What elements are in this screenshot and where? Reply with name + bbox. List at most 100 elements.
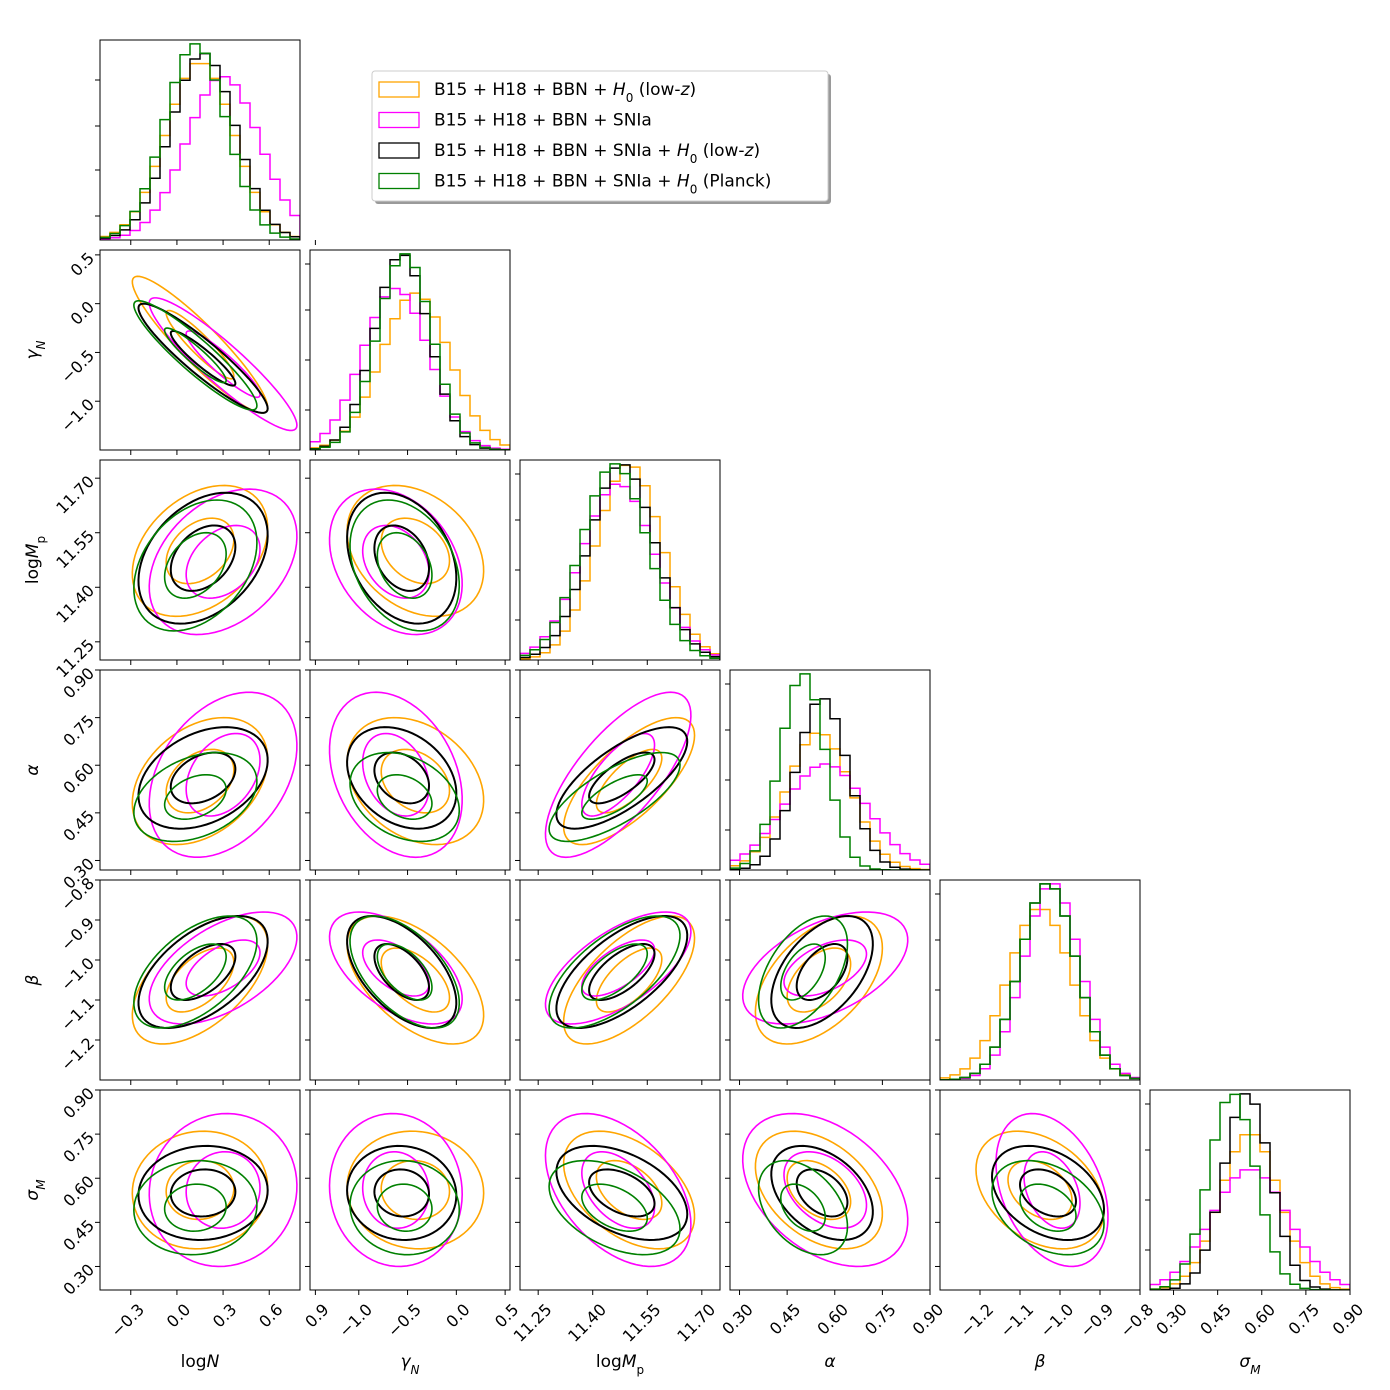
contour-logN-gammaN-series-2-1sigma	[169, 329, 237, 387]
legend-entry-0: B15 + H18 + BBN + H0 (low-z)	[434, 80, 696, 105]
legend-box	[371, 70, 829, 202]
contour-logMp-sigmaM-series-2-2sigma	[555, 1144, 689, 1241]
ytick-label-logMp-1: 11.40	[52, 581, 98, 627]
xtick-label-logN-1: 0.0	[163, 1300, 194, 1331]
panel-beta-vs-logMp	[515, 879, 721, 1085]
panel-frame	[309, 249, 511, 451]
contour-logN-logMp-series-0-2sigma	[131, 484, 269, 618]
contour-logMp-alpha-series-1-2sigma	[544, 691, 692, 859]
contour-logMp-beta-series-0-1sigma	[595, 947, 663, 1013]
xtick-label-beta-1: −1.1	[996, 1300, 1037, 1341]
xtick-label-beta-3: −0.9	[1076, 1300, 1117, 1341]
panel-alpha-vs-gammaN	[305, 669, 511, 875]
contour-alpha-beta-series-2-1sigma	[795, 943, 849, 1001]
ytick-label-sigmaM-4: 0.90	[59, 1084, 98, 1123]
contour-logN-gammaN-series-1-1sigma	[185, 330, 261, 399]
contour-logMp-sigmaM-series-0-2sigma	[562, 1130, 696, 1250]
ytick-label-beta-3: −0.9	[57, 914, 98, 955]
contour-logN-gammaN-series-3-2sigma	[133, 299, 258, 411]
contour-gammaN-alpha-series-3-2sigma	[349, 751, 461, 843]
contour-logN-sigmaM-series-1-1sigma	[185, 1150, 261, 1230]
contour-logMp-alpha-series-2-2sigma	[555, 726, 689, 830]
panel-sigmaM-vs-gammaN: −1.0 −0.5 0.0 0.5γN	[305, 1089, 522, 1377]
contour-logN-gammaN-series-2-2sigma	[137, 302, 269, 414]
xlabel-logN: logN	[181, 1352, 220, 1372]
ytick-label-logMp-3: 11.70	[52, 472, 98, 518]
contour-logN-alpha-series-0-1sigma	[165, 748, 235, 814]
histogram-logMp-series-3	[520, 463, 720, 660]
contour-beta-sigmaM-series-3-2sigma	[991, 1159, 1105, 1256]
panel-frame	[99, 249, 301, 451]
panel-frame	[99, 669, 301, 871]
panel-frame	[309, 879, 511, 1081]
contour-gammaN-alpha-series-3-1sigma	[376, 773, 433, 821]
xtick-label-alpha-4: 0.90	[909, 1300, 948, 1339]
xtick-label-sigmaM-3: 0.75	[1285, 1300, 1324, 1339]
contour-beta-sigmaM-series-1-2sigma	[995, 1112, 1109, 1268]
ytick-label-gammaN-1: −0.5	[57, 346, 98, 387]
xtick-label-logMp-0: 11.25	[510, 1300, 556, 1346]
panel-frame	[939, 1089, 1141, 1291]
xtick-label-gammaN-0: −1.0	[335, 1300, 376, 1341]
ytick-label-sigmaM-2: 0.60	[59, 1172, 98, 1211]
xtick-label-alpha-3: 0.75	[861, 1300, 900, 1339]
panel-sigmaM-vs-alpha: 0.30 0.45 0.60 0.75 0.90 α	[718, 1089, 948, 1372]
xtick-label-beta-2: −1.0	[1036, 1300, 1077, 1341]
histogram-logN-series-1	[100, 76, 300, 240]
xtick-label-alpha-0: 0.30	[718, 1300, 757, 1339]
contour-logN-alpha-series-3-1sigma	[163, 773, 227, 820]
contour-beta-sigmaM-series-0-1sigma	[1007, 1159, 1073, 1221]
legend-swatch-2	[378, 142, 420, 159]
contour-gammaN-logMp-series-0-2sigma	[346, 484, 485, 618]
panel-alpha-vs-alpha	[725, 669, 931, 875]
contour-logN-logMp-series-1-1sigma	[185, 524, 261, 599]
contour-gammaN-sigmaM-series-2-1sigma	[373, 1168, 431, 1218]
contour-beta-sigmaM-series-0-2sigma	[975, 1130, 1105, 1250]
panel-sigmaM-vs-beta: −1.2 −1.1 −1.0 −0.9 −0.8 β	[935, 1089, 1157, 1372]
contour-gammaN-alpha-series-0-2sigma	[346, 716, 485, 846]
xtick-label-logMp-3: 11.70	[673, 1300, 719, 1346]
contour-logN-beta-series-3-2sigma	[133, 915, 258, 1029]
contour-logN-sigmaM-series-3-2sigma	[133, 1159, 258, 1256]
contour-logMp-sigmaM-series-1-2sigma	[544, 1112, 692, 1268]
contour-logMp-sigmaM-series-3-2sigma	[548, 1159, 681, 1256]
ytick-label-gammaN-0: −1.0	[57, 395, 98, 436]
contour-logN-alpha-series-3-2sigma	[133, 751, 258, 843]
ytick-label-alpha-3: 0.75	[59, 711, 98, 750]
contour-logN-sigmaM-series-3-1sigma	[163, 1183, 227, 1232]
panel-logN-vs-logN	[95, 39, 316, 245]
legend: B15 + H18 + BBN + H0 (low-z) B15 + H18 + …	[371, 70, 831, 204]
contour-alpha-sigmaM-series-3-1sigma	[779, 1183, 827, 1232]
xtick-label-logN-4: 0.9	[301, 1300, 332, 1331]
contour-logN-gammaN-series-3-1sigma	[163, 327, 227, 384]
contour-alpha-beta-series-0-1sigma	[786, 947, 852, 1013]
panel-frame	[99, 879, 301, 1081]
panel-sigmaM-vs-sigmaM: 0.30 0.45 0.60 0.75 0.90 σM	[1145, 1089, 1367, 1377]
panel-frame	[729, 1089, 931, 1291]
xtick-label-sigmaM-1: 0.45	[1196, 1300, 1235, 1339]
contour-gammaN-alpha-series-0-1sigma	[380, 748, 451, 814]
contour-logN-alpha-series-2-2sigma	[137, 726, 269, 830]
contour-gammaN-sigmaM-series-3-1sigma	[376, 1183, 433, 1232]
panel-alpha-vs-logMp	[515, 669, 721, 875]
xtick-label-sigmaM-2: 0.60	[1240, 1300, 1279, 1339]
panel-frame	[729, 879, 931, 1081]
histogram-beta-series-3	[940, 883, 1140, 1080]
histogram-beta-series-1	[940, 883, 1140, 1080]
xtick-label-logMp-2: 11.55	[619, 1300, 665, 1346]
contour-logN-gammaN-series-1-2sigma	[148, 297, 298, 432]
ytick-label-sigmaM-0: 0.30	[59, 1260, 98, 1299]
panel-beta-vs-alpha	[725, 879, 931, 1085]
panel-frame	[309, 459, 511, 661]
xtick-label-logN-2: 0.3	[209, 1300, 240, 1331]
legend-entry-3: B15 + H18 + BBN + SNIa + H0 (Planck)	[434, 172, 771, 197]
panel-beta-vs-beta	[935, 879, 1141, 1085]
contour-gammaN-alpha-series-2-2sigma	[346, 726, 458, 830]
contour-logMp-beta-series-3-2sigma	[548, 915, 681, 1029]
contour-logMp-beta-series-1-2sigma	[544, 911, 692, 1025]
contour-gammaN-sigmaM-series-3-2sigma	[349, 1159, 461, 1256]
ytick-label-beta-0: −1.2	[57, 1034, 98, 1075]
panel-gammaN-vs-gammaN	[305, 249, 511, 455]
legend-swatch-0	[378, 81, 420, 98]
